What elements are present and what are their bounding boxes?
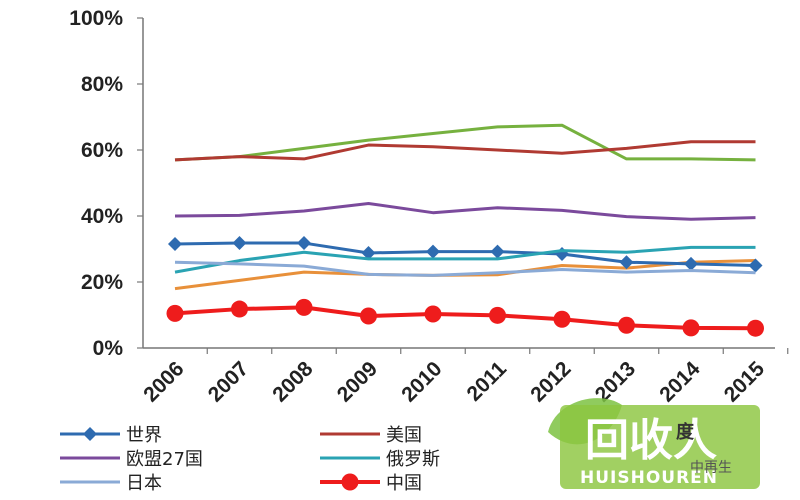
y-tick-labels: 0% 20% 40% 60% 80% 100% [69,7,123,360]
series-line [174,140,756,162]
series-3 [174,245,756,274]
x-tick-label: 2014 [655,357,705,407]
x-tick-label: 2012 [526,357,575,406]
data-point [168,237,182,252]
watermark: 回收人 HUISHOUREN 度 中再生 [548,398,760,489]
watermark-fragment-2: 中再生 [690,460,732,476]
data-point [231,300,248,318]
legend-marker [83,427,97,441]
data-point [555,246,569,261]
x-tick-label: 2007 [204,357,253,406]
legend-item: 俄罗斯 [320,449,440,470]
data-point [166,304,184,322]
series-5 [166,298,764,337]
data-point [426,244,440,259]
axes [137,17,789,354]
data-point [489,306,506,324]
legend-label: 中国 [386,473,422,494]
legend-label: 日本 [126,473,162,494]
series-line [174,201,756,221]
data-point [297,236,311,251]
x-tick-label: 2008 [268,357,318,407]
legend-marker [341,473,359,491]
watermark-badge [560,405,760,489]
x-tick-labels: 2006 2007 2008 2009 2010 2011 2012 2013 2014 2015 [139,357,769,407]
series-line [174,305,756,331]
series-2 [174,201,756,221]
data-point [682,319,700,337]
x-tick-label: 2010 [397,357,446,406]
x-tick-label: 2006 [139,357,188,406]
legend-item: 日本 [60,473,162,494]
series-0 [168,236,763,273]
y-tick-label: 60% [81,139,123,162]
y-tick-label: 0% [93,337,124,360]
data-point [553,310,571,328]
data-point [619,255,634,270]
series-line [174,260,756,277]
series-line [174,123,756,162]
y-tick-label: 100% [69,7,123,30]
watermark-logo-text: 回收人 [585,415,717,466]
watermark-fragment-1: 度 [676,421,695,443]
legend-item: 世界 [60,425,162,446]
watermark-logo-subtext: HUISHOUREN [580,468,718,488]
legend-label: 俄罗斯 [386,449,440,470]
data-point [618,316,635,334]
data-point [360,307,377,325]
legend-item: 美国 [320,425,422,446]
series-4 [174,260,756,277]
series-1 [174,140,756,162]
data-point [424,305,442,323]
x-tick-label: 2009 [333,357,382,406]
data-point [361,245,376,260]
data-point [684,256,698,271]
x-tick-label: 2011 [463,357,512,406]
data-point [295,298,313,316]
series-7 [174,123,756,162]
legend-item: 中国 [320,473,422,494]
y-tick-label: 20% [81,271,123,294]
legend-label: 世界 [126,425,162,446]
data-point [490,244,505,259]
legend-label: 欧盟27国 [126,449,203,470]
y-tick-label: 40% [81,205,123,228]
plot-area [166,123,764,337]
data-point [748,258,763,273]
x-tick-label: 2015 [720,357,770,407]
legend-label: 美国 [386,425,422,446]
data-point [232,236,247,251]
legend-item: 欧盟27国 [60,449,203,470]
y-tick-label: 80% [81,73,123,96]
series-line [174,241,756,267]
series-line [174,245,756,274]
data-point [747,319,764,337]
